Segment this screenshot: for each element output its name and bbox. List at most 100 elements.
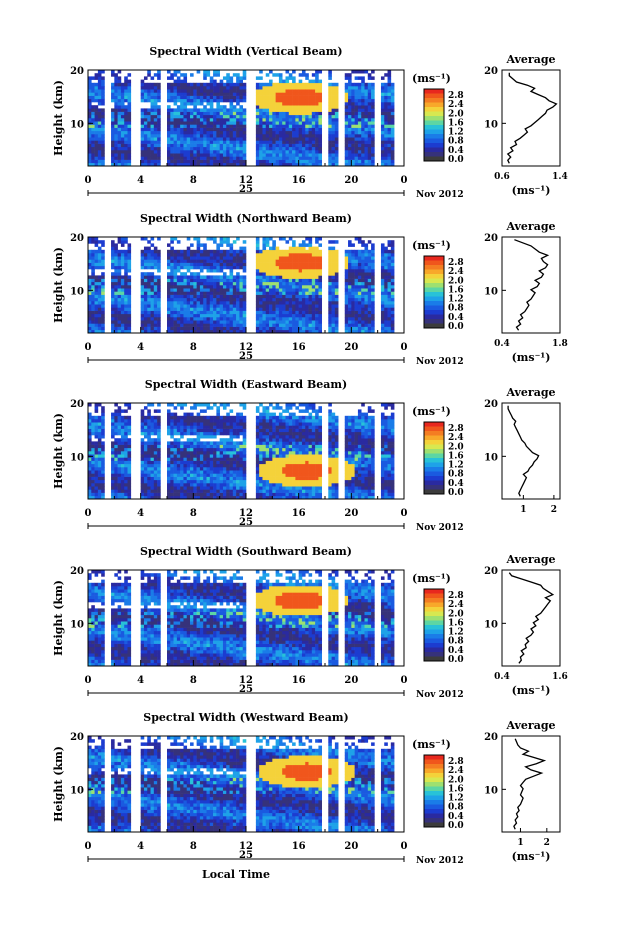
heatmap-cell xyxy=(157,415,161,420)
heatmap-cell xyxy=(186,121,191,125)
heatmap-cell xyxy=(344,143,349,148)
heatmap-cell xyxy=(127,275,132,279)
heatmap-cell xyxy=(196,310,201,315)
heatmap-cell xyxy=(269,105,273,109)
heatmap-cell xyxy=(143,304,148,308)
heatmap-cell xyxy=(153,95,158,100)
heatmap-cell xyxy=(298,288,303,292)
heatmap-cell xyxy=(348,150,352,154)
heatmap-cell xyxy=(242,73,247,77)
heatmap-cell xyxy=(275,297,280,302)
heatmap-cell xyxy=(213,134,217,138)
heatmap-cell xyxy=(384,162,388,167)
heatmap-cell xyxy=(111,479,115,484)
heatmap-cell xyxy=(206,150,211,154)
heatmap-cell xyxy=(183,130,188,135)
heatmap-cell xyxy=(269,146,273,151)
heatmap-cell xyxy=(354,326,359,331)
heatmap-cell xyxy=(285,329,290,334)
heatmap-cell xyxy=(361,285,365,289)
heatmap-cell xyxy=(272,153,276,157)
heatmap-cell xyxy=(150,105,155,109)
heatmap-cell xyxy=(91,473,95,477)
heatmap-cell xyxy=(206,253,211,257)
heatmap-cell xyxy=(173,253,178,257)
heatmap-cell xyxy=(150,162,155,167)
heatmap-cell xyxy=(190,146,194,151)
heatmap-cell xyxy=(364,265,369,270)
heatmap-cell xyxy=(278,130,283,135)
heatmap-cell xyxy=(213,150,217,154)
heatmap-cell xyxy=(390,262,395,267)
heatmap-cell xyxy=(209,281,214,286)
heatmap-cell xyxy=(183,441,188,445)
heatmap-cell xyxy=(232,304,237,308)
heatmap-cell xyxy=(127,121,132,125)
heatmap-cell xyxy=(255,86,260,90)
heatmap-cell xyxy=(354,278,359,283)
heatmap-cell xyxy=(367,256,372,260)
heatmap-cell xyxy=(124,249,128,254)
heatmap-cell xyxy=(124,111,128,116)
heatmap-cell xyxy=(387,278,392,283)
heatmap-cell xyxy=(315,317,319,321)
heatmap-cell xyxy=(288,111,293,116)
heatmap-cell xyxy=(229,127,234,132)
heatmap-cell xyxy=(94,243,99,247)
heatmap-cell xyxy=(97,297,102,302)
heatmap-cell xyxy=(101,102,105,106)
x-tick-label: 8 xyxy=(190,342,197,353)
heatmap-cell xyxy=(180,419,184,423)
heatmap-cell xyxy=(259,304,263,308)
heatmap-cell xyxy=(180,82,184,87)
heatmap-cell xyxy=(140,127,145,132)
heatmap-cell xyxy=(101,265,105,270)
heatmap-cell xyxy=(190,297,194,302)
heatmap-cell xyxy=(173,460,178,465)
heatmap-cell xyxy=(173,291,178,295)
heatmap-cell xyxy=(143,492,148,497)
heatmap-cell xyxy=(88,253,92,257)
heatmap-cell xyxy=(120,409,125,413)
heatmap-cell xyxy=(282,162,286,167)
heatmap-cell xyxy=(153,262,158,267)
heatmap-cell xyxy=(209,105,214,109)
heatmap-cell xyxy=(301,108,306,112)
heatmap-cell xyxy=(120,114,125,119)
heatmap-cell xyxy=(351,291,355,295)
heatmap-cell xyxy=(186,301,191,305)
heatmap-cell xyxy=(193,253,197,257)
heatmap-cell xyxy=(199,127,204,132)
colorbar-frame xyxy=(423,255,445,329)
heatmap-cell xyxy=(331,256,336,260)
heatmap-cell xyxy=(331,92,336,96)
heatmap-cell xyxy=(367,146,372,151)
heatmap-cell xyxy=(282,153,286,157)
heatmap-cell xyxy=(285,253,290,257)
heatmap-cell xyxy=(311,111,316,116)
heatmap-cell xyxy=(367,162,372,167)
heatmap-cell xyxy=(282,272,286,276)
heatmap-cell xyxy=(143,425,148,429)
heatmap-cell xyxy=(216,153,220,157)
heatmap-cell xyxy=(295,121,299,125)
heatmap-cell xyxy=(361,288,365,292)
heatmap-cell xyxy=(173,444,178,449)
heatmap-cell xyxy=(199,262,204,267)
heatmap-cell xyxy=(255,140,260,144)
heatmap-cell xyxy=(331,124,336,128)
heatmap-cell xyxy=(371,291,375,295)
heatmap-cell xyxy=(219,86,224,90)
heatmap-cell xyxy=(285,76,290,80)
heatmap-cell xyxy=(282,265,286,270)
heatmap-cell xyxy=(308,301,313,305)
heatmap-cell xyxy=(91,159,95,164)
heatmap-cell xyxy=(301,294,306,299)
heatmap-cell xyxy=(111,473,115,477)
heatmap-cell xyxy=(334,102,339,106)
heatmap-cell xyxy=(305,281,309,286)
heatmap-cell xyxy=(367,307,372,311)
heatmap-cell xyxy=(236,102,240,106)
heatmap-cell xyxy=(285,272,290,276)
heatmap-cell xyxy=(170,246,174,251)
